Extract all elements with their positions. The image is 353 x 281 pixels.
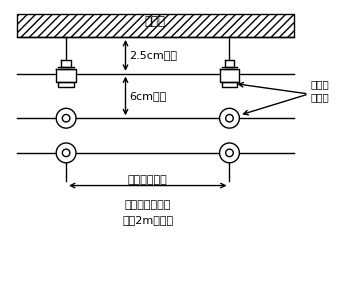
Polygon shape <box>225 60 234 67</box>
Circle shape <box>220 108 239 128</box>
Polygon shape <box>220 69 239 81</box>
Text: （いんぺい工事: （いんぺい工事 <box>125 200 171 210</box>
Circle shape <box>220 143 239 163</box>
Circle shape <box>56 108 76 128</box>
Circle shape <box>226 114 233 122</box>
Text: 6cm以上: 6cm以上 <box>130 91 167 101</box>
Text: ノップ: ノップ <box>311 79 329 89</box>
Polygon shape <box>58 81 74 87</box>
Text: では2m以下）: では2m以下） <box>122 215 173 225</box>
Circle shape <box>62 149 70 157</box>
Text: がいし: がいし <box>311 92 329 102</box>
Text: 支持点の距離: 支持点の距離 <box>128 175 168 185</box>
Polygon shape <box>61 60 71 67</box>
Polygon shape <box>222 81 237 87</box>
Circle shape <box>226 149 233 157</box>
Circle shape <box>62 114 70 122</box>
Text: 造営材: 造営材 <box>145 15 166 28</box>
Circle shape <box>56 143 76 163</box>
Text: 2.5cm以上: 2.5cm以上 <box>130 50 178 60</box>
Bar <box>17 14 294 37</box>
Polygon shape <box>56 69 76 81</box>
